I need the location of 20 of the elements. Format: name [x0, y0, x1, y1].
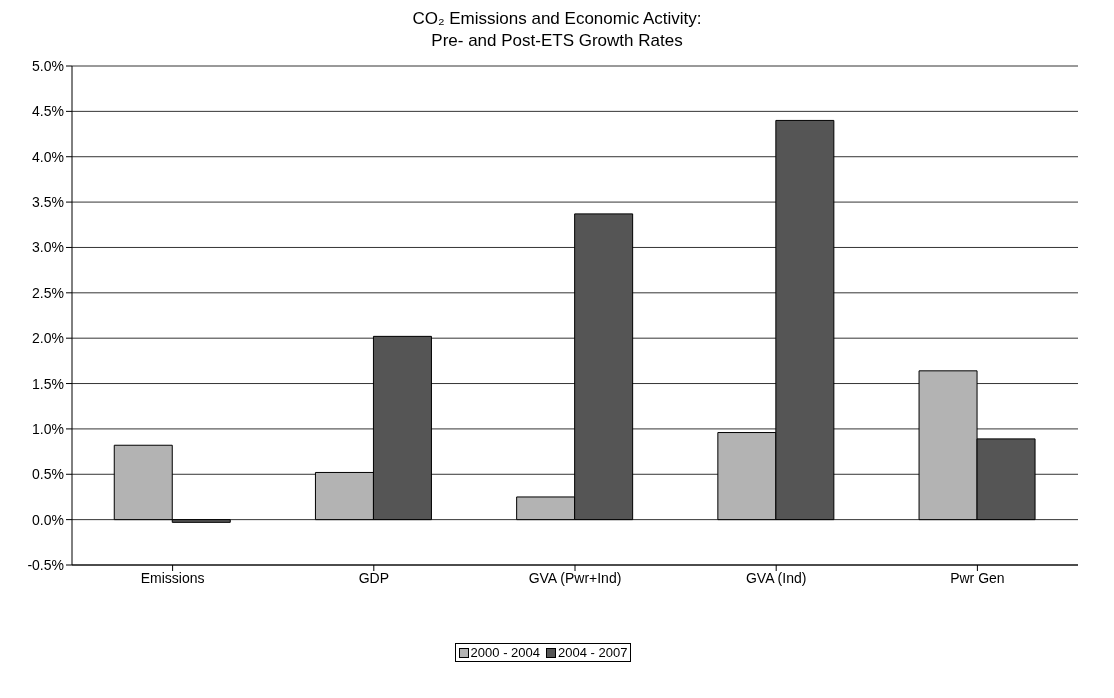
y-tick-label: 4.0%: [32, 148, 64, 165]
x-tick-label: GDP: [358, 569, 389, 586]
y-tick-label: 5.0%: [32, 57, 64, 74]
y-tick-label: 2.0%: [32, 330, 64, 347]
y-tick-label: 3.5%: [32, 194, 64, 211]
y-tick-label: 1.0%: [32, 420, 64, 437]
y-tick-label: 1.5%: [32, 375, 64, 392]
y-tick-label: 0.5%: [32, 466, 64, 483]
x-tick-label: GVA (Ind): [745, 569, 807, 586]
legend-label: 2000 - 2004: [470, 645, 540, 660]
x-tick-label: Pwr Gen: [950, 569, 1005, 586]
y-tick-label: 2.5%: [32, 284, 64, 301]
legend-label: 2004 - 2007: [558, 645, 628, 660]
y-tick-label: 0.0%: [32, 511, 64, 528]
y-tick-label: 3.0%: [32, 239, 64, 256]
chart-title: CO₂ Emissions and Economic Activity: Pre- and Post-ETS Growth Rates: [411, 8, 703, 52]
y-tick-label: -0.5%: [27, 556, 64, 573]
x-tick-label: Emissions: [140, 569, 205, 586]
y-tick-label: 4.5%: [32, 103, 64, 120]
x-tick-label: GVA (Pwr+Ind): [528, 569, 622, 586]
